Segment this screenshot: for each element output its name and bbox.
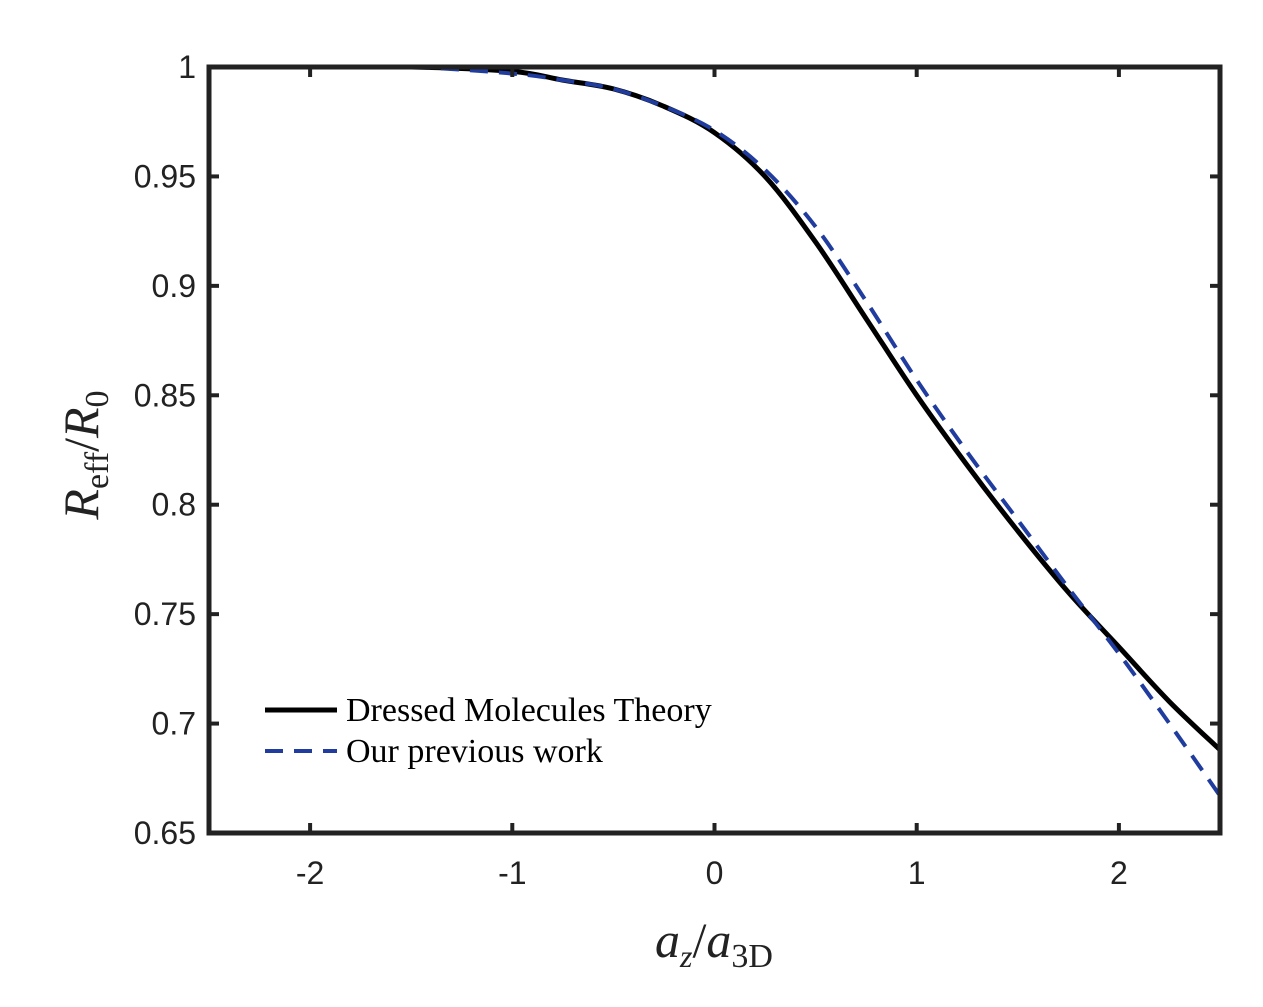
x-axis-title: az/a3D (655, 912, 773, 975)
x-tick-label: 1 (908, 855, 926, 891)
x-tick-label: -1 (498, 855, 526, 891)
y-tick-label: 0.9 (152, 268, 196, 304)
y-axis-title: Reff/R0 (53, 390, 116, 520)
y-tick-label: 0.8 (152, 487, 196, 523)
x-tick-label: -2 (296, 855, 324, 891)
legend-label-dressed-molecules: Dressed Molecules Theory (346, 692, 712, 729)
legend: Dressed Molecules Theory Our previous wor… (265, 692, 712, 770)
x-tick-label: 0 (706, 855, 724, 891)
y-tick-label: 1 (178, 49, 196, 85)
y-tick-label: 0.65 (134, 815, 196, 851)
y-tick-label: 0.7 (152, 706, 196, 742)
y-tick-label: 0.95 (134, 158, 196, 194)
x-tick-label: 2 (1110, 855, 1128, 891)
legend-label-previous-work: Our previous work (346, 733, 603, 770)
series-line-previous-work (209, 67, 1220, 797)
y-tick-label: 0.75 (134, 596, 196, 632)
axes: -2 -1 0 1 2 0.65 0.7 0.75 0.8 0.85 0.9 0.95 1 (134, 49, 1223, 891)
y-tick-label: 0.85 (134, 377, 196, 413)
